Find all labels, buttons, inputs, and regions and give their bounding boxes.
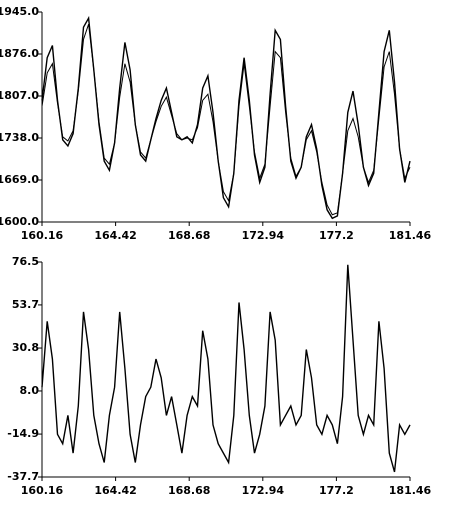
x-tick-label: 160.16 (21, 229, 64, 242)
x-tick-label: 168.68 (168, 229, 210, 242)
y-tick-label: 1807.0 (0, 89, 39, 102)
x-tick-label: 181.46 (389, 484, 432, 497)
x-tick-label: 177.2 (319, 229, 354, 242)
y-tick-label: 1738.0 (0, 131, 39, 144)
y-tick-label: 1669.0 (0, 173, 39, 186)
y-tick-label: -14.9 (7, 427, 39, 440)
data-line (41, 264, 411, 473)
y-tick-label: 30.8 (12, 341, 39, 354)
data-line (41, 15, 411, 220)
y-tick-label: 1945.0 (0, 5, 39, 18)
y-tick-label: 1876.0 (0, 47, 39, 60)
x-tick-label: 160.16 (21, 484, 64, 497)
x-tick-label: 164.42 (94, 229, 136, 242)
x-tick-label: 172.94 (242, 229, 285, 242)
x-tick-label: 181.46 (389, 229, 432, 242)
x-tick-label: 177.2 (319, 484, 354, 497)
y-tick-label: 8.0 (20, 384, 40, 397)
y-tick-label: 76.5 (12, 255, 39, 268)
data-line (41, 24, 411, 216)
y-tick-label: -37.7 (7, 470, 39, 483)
y-tick-label: 1600.0 (0, 215, 39, 228)
y-tick-label: 53.7 (12, 298, 39, 311)
x-tick-label: 164.42 (94, 484, 136, 497)
x-tick-label: 168.68 (168, 484, 210, 497)
x-tick-label: 172.94 (242, 484, 285, 497)
